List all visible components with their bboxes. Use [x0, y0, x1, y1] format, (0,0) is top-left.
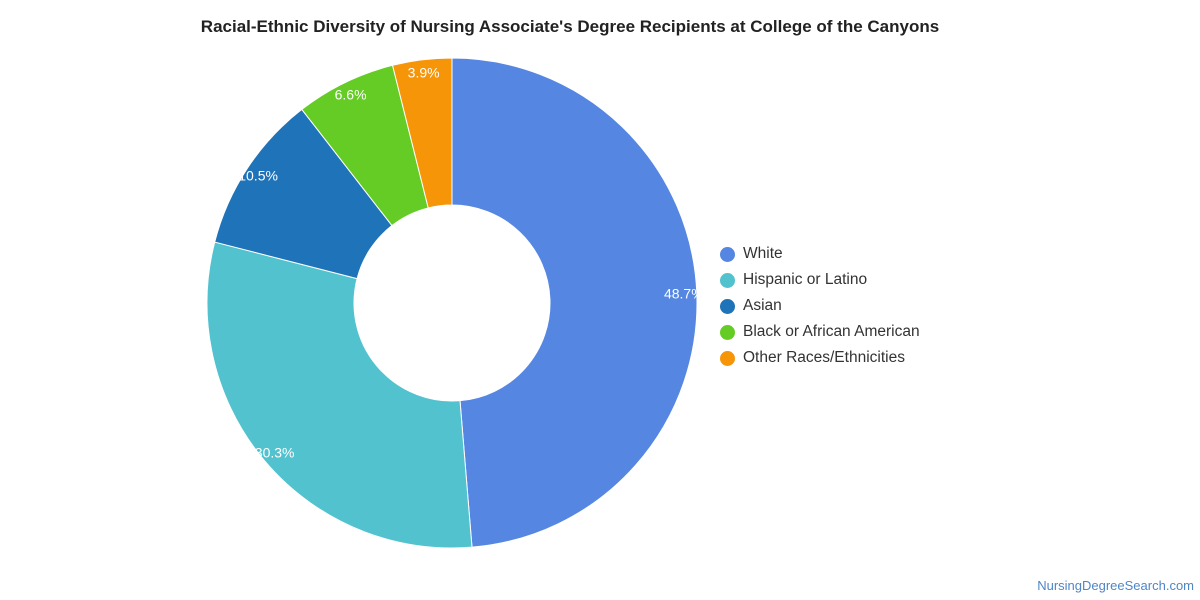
legend-item-4[interactable]: Other Races/Ethnicities — [720, 345, 920, 371]
legend-item-3[interactable]: Black or African American — [720, 319, 920, 345]
legend-item-2[interactable]: Asian — [720, 293, 920, 319]
legend-label: Other Races/Ethnicities — [743, 349, 905, 366]
donut-slice-0[interactable] — [451, 57, 698, 548]
slice-label-0: 48.7% — [664, 286, 704, 302]
donut-slice-1[interactable] — [206, 241, 473, 549]
source-link[interactable]: NursingDegreeSearch.com — [1037, 578, 1194, 593]
legend-swatch — [720, 246, 735, 262]
legend-label: White — [743, 245, 783, 262]
legend-label: Asian — [743, 297, 782, 314]
slice-label-1: 30.3% — [255, 445, 295, 461]
legend-item-1[interactable]: Hispanic or Latino — [720, 267, 920, 293]
chart-legend: White Hispanic or Latino Asian Black or Afr… — [720, 241, 920, 371]
legend-swatch — [720, 272, 735, 288]
legend-swatch — [720, 298, 735, 314]
donut-slice-4[interactable] — [391, 57, 453, 209]
legend-item-0[interactable]: White — [720, 241, 920, 267]
slice-label-3: 6.6% — [335, 86, 367, 102]
legend-swatch — [720, 324, 735, 340]
legend-label: Black or African American — [743, 323, 920, 340]
legend-label: Hispanic or Latino — [743, 271, 868, 288]
legend-swatch — [720, 350, 735, 366]
chart-title: Racial-Ethnic Diversity of Nursing Assoc… — [200, 17, 940, 36]
slice-label-2: 10.5% — [238, 168, 278, 184]
slice-label-4: 3.9% — [408, 65, 440, 81]
donut-slice-2[interactable] — [214, 108, 393, 280]
